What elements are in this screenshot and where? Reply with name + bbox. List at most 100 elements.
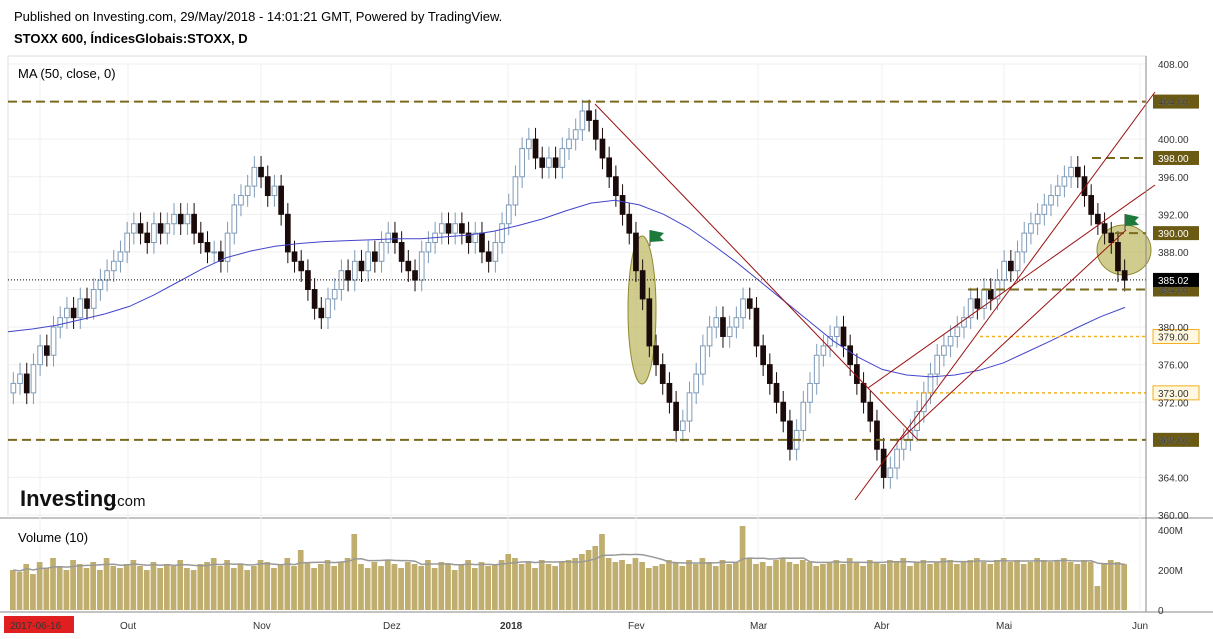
volume-bar (793, 564, 799, 610)
volume-bar (1067, 562, 1074, 610)
level-badge (1153, 432, 1199, 447)
candle-body (532, 138, 539, 159)
volume-bar (344, 558, 351, 610)
y-tick-label: 396.00 (1158, 173, 1189, 184)
ma50-line (7, 199, 1126, 378)
candle-body (780, 401, 787, 422)
volume-bar (351, 534, 358, 610)
volume-bar (686, 560, 692, 610)
volume-bar (639, 562, 645, 610)
volume-bar (659, 564, 666, 610)
volume-bar (391, 564, 398, 610)
volume-bar (90, 562, 97, 610)
candle-body (552, 157, 559, 168)
candle-body (1028, 223, 1034, 234)
grid (0, 55, 1213, 610)
volume-tick-label: 200M (1158, 566, 1183, 577)
volume-bars (10, 526, 1127, 610)
candle-body (264, 176, 271, 197)
candle-body (131, 223, 137, 234)
volume-bar (645, 568, 652, 610)
volume-bar (625, 564, 632, 610)
volume-bar (840, 564, 846, 610)
candle-body (90, 289, 97, 309)
volume-bar (117, 568, 123, 610)
candle-body (954, 326, 961, 337)
volume-bar (1020, 564, 1027, 610)
volume-bar (244, 570, 251, 610)
trend-line (867, 184, 1156, 389)
volume-tick-label: 0 (1158, 606, 1164, 617)
x-tick-label: 2018 (500, 621, 523, 632)
volume-bar (1054, 560, 1061, 610)
candle-body (1021, 232, 1028, 253)
volume-bar (505, 554, 512, 610)
volume-bar (1081, 560, 1087, 610)
x-tick-label: Jun (1132, 621, 1148, 632)
candle-body (385, 232, 392, 244)
candle-body (1081, 176, 1088, 197)
volume-bar (277, 564, 284, 610)
candle-body (592, 119, 599, 140)
volume-bar (157, 568, 163, 610)
volume-bar (813, 566, 820, 610)
candle-body (1095, 213, 1101, 225)
candle-body (392, 232, 398, 244)
volume-bar (565, 560, 572, 610)
volume-bar (230, 568, 237, 610)
candle-body (1001, 260, 1007, 281)
candle-body (1101, 223, 1108, 234)
candle-body (880, 448, 887, 478)
candle-body (325, 298, 331, 319)
volume-bar (177, 560, 184, 610)
volume-bar (418, 566, 425, 610)
candle-body (251, 166, 258, 187)
candle-body (110, 260, 117, 272)
volume-bar (746, 558, 753, 610)
volume-bar (652, 566, 659, 610)
y-tick-label: 372.00 (1158, 398, 1189, 409)
volume-bar (16, 572, 23, 610)
flag-icon (1125, 214, 1139, 226)
y-tick-label: 376.00 (1158, 361, 1189, 372)
candle-body (1074, 166, 1081, 178)
candle-body (43, 345, 50, 356)
volume-bar (1107, 560, 1114, 610)
candle-body (211, 251, 218, 254)
volume-bar (56, 566, 63, 610)
candle-body (820, 345, 827, 356)
candle-body (485, 251, 492, 262)
volume-bar (1114, 562, 1121, 610)
volume-bar (599, 534, 605, 610)
candle-body (17, 373, 23, 384)
volume-bar (378, 566, 384, 610)
candle-body (298, 260, 305, 272)
candle-body (479, 232, 485, 253)
candle-body (238, 195, 244, 206)
volume-bar (572, 558, 579, 610)
volume-bar (404, 562, 411, 610)
volume-tick-label: 400M (1158, 526, 1183, 537)
volume-bar (712, 566, 719, 610)
candle-body (405, 260, 412, 272)
y-tick-label: 400.00 (1158, 135, 1189, 146)
volume-bar (10, 570, 16, 610)
volume-bar (960, 562, 967, 610)
volume-bar (110, 566, 117, 610)
y-tick-label: 360.00 (1158, 511, 1189, 522)
volume-bar (1061, 558, 1067, 610)
candle-body (284, 213, 291, 253)
candle-body (773, 382, 780, 403)
volume-bar (552, 566, 558, 610)
candle-body (50, 326, 57, 356)
candle-body (720, 317, 726, 337)
candle-body (800, 401, 807, 431)
volume-bar (947, 560, 953, 610)
volume-bar (83, 568, 90, 610)
start-date-badge (4, 616, 74, 633)
candle-body (887, 467, 894, 478)
x-tick-label: Mar (750, 621, 768, 632)
x-tick-label: 2017-06-16 (10, 621, 62, 632)
volume-bar (384, 560, 391, 610)
candle-body (787, 420, 793, 450)
